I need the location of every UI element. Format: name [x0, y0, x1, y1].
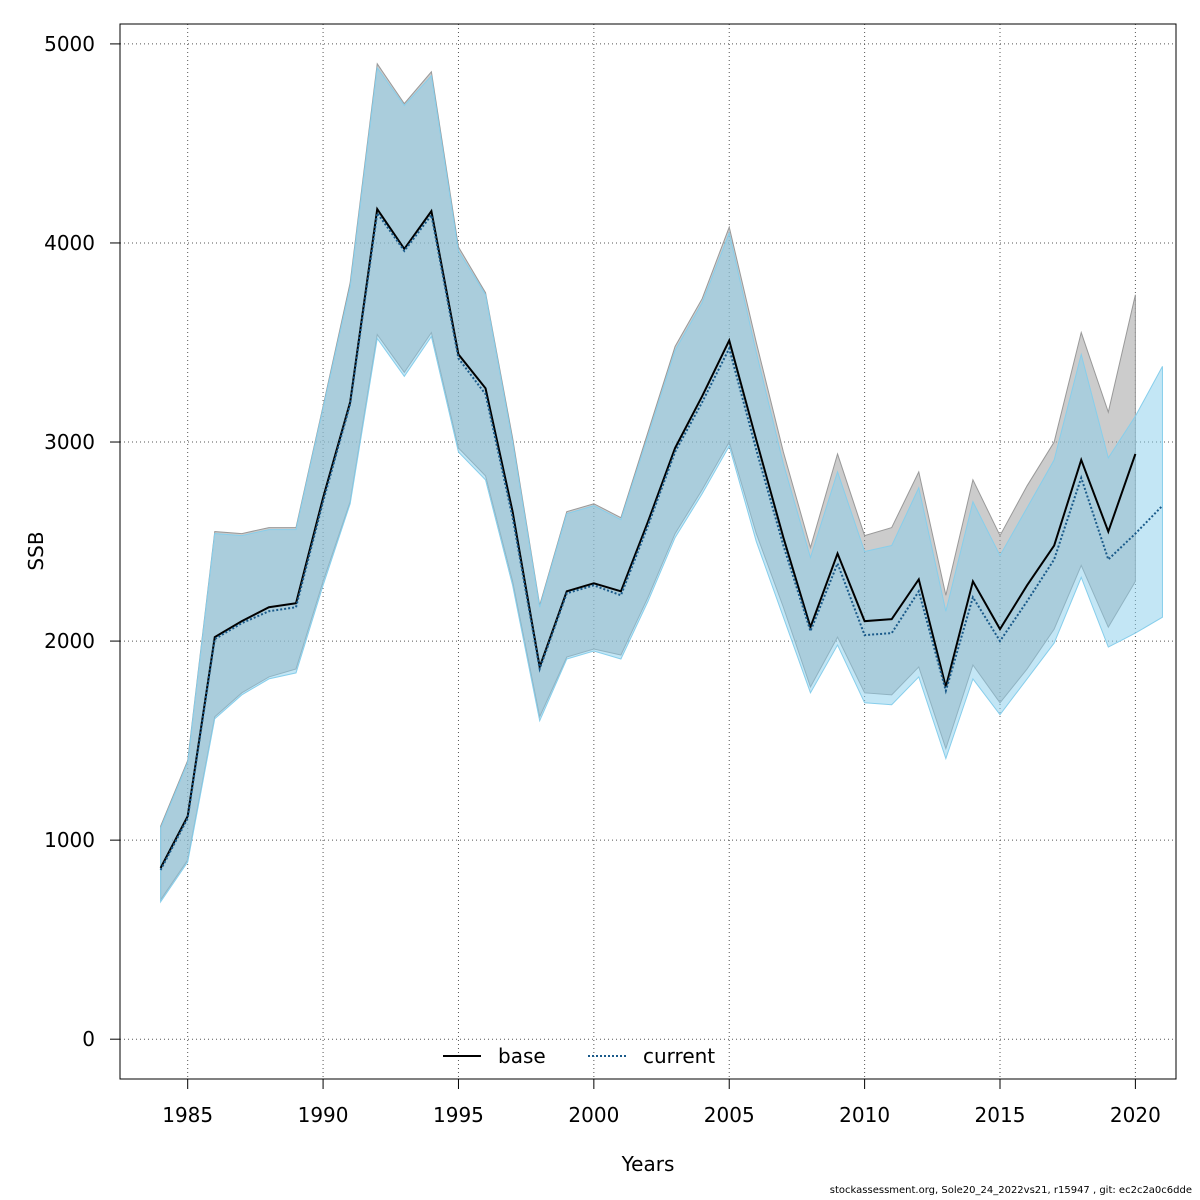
y-axis-title: SSB — [24, 531, 48, 570]
legend: base current — [443, 1044, 715, 1068]
line-base — [159, 206, 1137, 869]
x-tick-label-2010: 2010 — [839, 1103, 890, 1127]
y-tick-label-3000: 3000 — [44, 430, 95, 454]
x-tick-label-2000: 2000 — [568, 1103, 619, 1127]
x-axis-title: Years — [621, 1152, 675, 1176]
y-tick-label-2000: 2000 — [44, 629, 95, 653]
plot-frame — [119, 23, 1177, 1080]
legend-label-base: base — [498, 1044, 546, 1068]
x-tick-label-1995: 1995 — [433, 1103, 484, 1127]
y-tick-label-1000: 1000 — [44, 828, 95, 852]
series-lines — [159, 206, 1164, 871]
x-tick-label-1990: 1990 — [298, 1103, 349, 1127]
x-tick-label-1985: 1985 — [162, 1103, 213, 1127]
line-current — [159, 210, 1164, 871]
y-tick-label-0: 0 — [82, 1027, 95, 1051]
y-tick-label-5000: 5000 — [44, 32, 95, 56]
y-tick-label-4000: 4000 — [44, 231, 95, 255]
x-tick-label-2020: 2020 — [1110, 1103, 1161, 1127]
x-tick-label-2005: 2005 — [704, 1103, 755, 1127]
axes: 1985 1990 1995 2000 2005 2010 2015 2020 0 1000 200… — [44, 32, 1161, 1127]
legend-label-current: current — [643, 1044, 715, 1068]
footer-note: stockassessment.org, Sole20_24_2022vs21,… — [829, 1185, 1192, 1196]
x-tick-label-2015: 2015 — [975, 1103, 1026, 1127]
